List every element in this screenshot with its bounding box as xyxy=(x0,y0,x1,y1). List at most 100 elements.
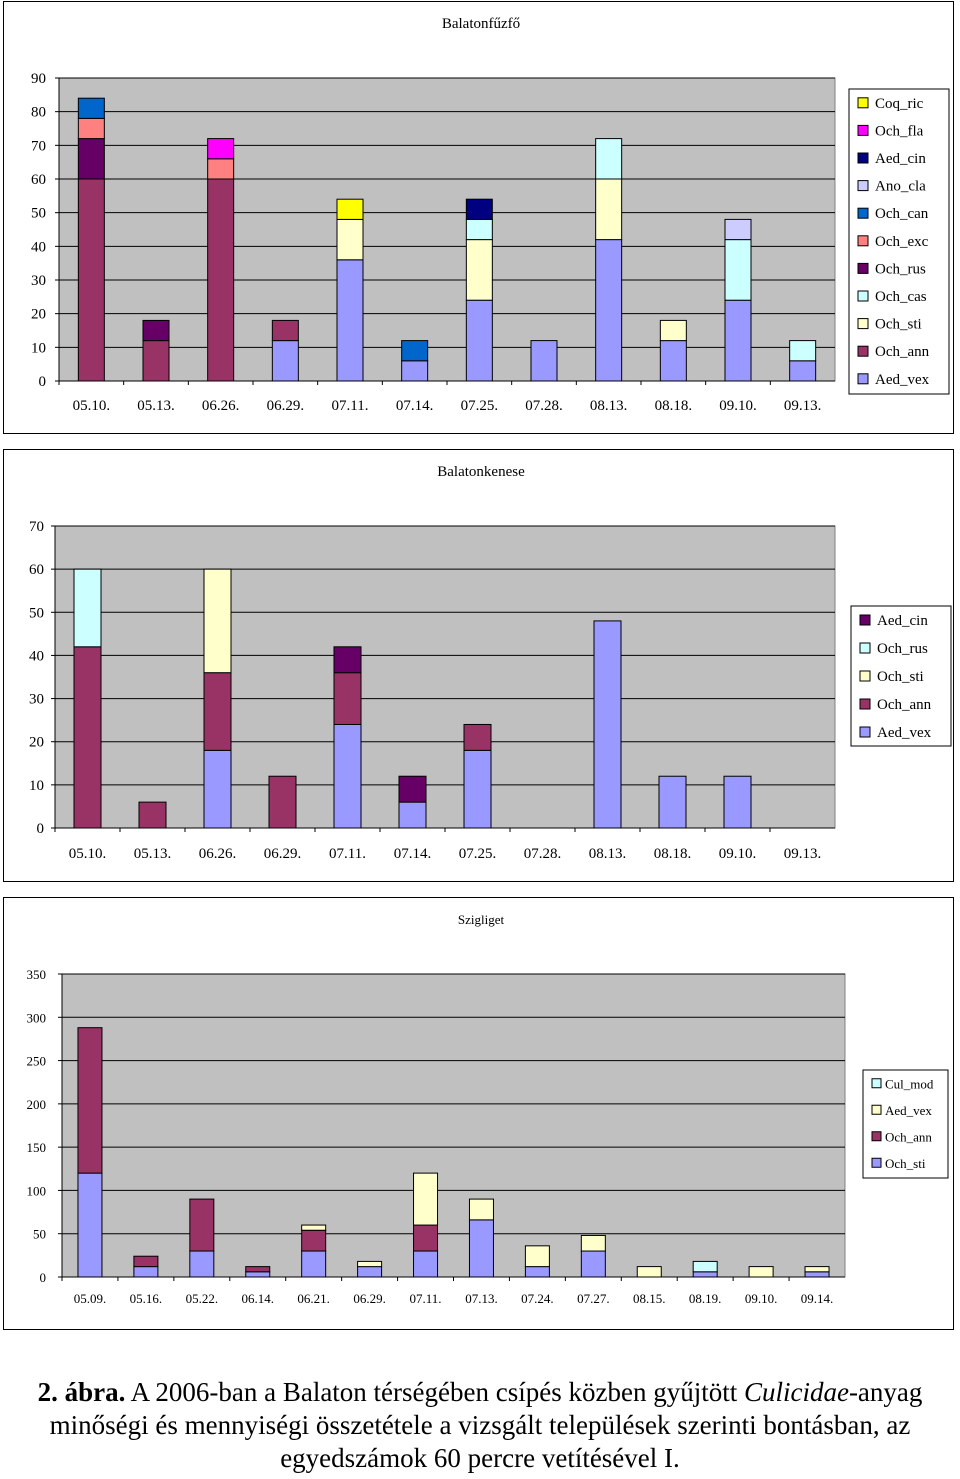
chart-szigliget: Szigliget 0 50 100 150 200 250 300 350 05.09. 05.1… xyxy=(27,912,949,1306)
bar-segment-aed-vex xyxy=(357,1260,383,1268)
x-tick-label: 06.29. xyxy=(264,846,302,862)
bar-segment-och-sti xyxy=(659,319,687,342)
x-tick-label: 09.14. xyxy=(801,1291,834,1306)
bar-segment-aed-vex xyxy=(593,620,622,829)
bar-segment-aed-cin xyxy=(333,646,362,674)
legend-swatch xyxy=(871,1131,882,1142)
bar-segment-och-can xyxy=(401,340,429,362)
bar-segment-och-ann xyxy=(73,646,102,829)
legend-label: Och_rus xyxy=(875,261,926,277)
legend-label: Och_cas xyxy=(875,289,927,305)
legend-swatch xyxy=(857,345,869,357)
x-tick-label: 07.25. xyxy=(461,398,499,414)
legend-label: Och_exc xyxy=(875,234,929,250)
legend-label: Och_sti xyxy=(877,669,924,685)
bar-segment-och-exc xyxy=(77,117,105,140)
bar-segment-ano-cla xyxy=(724,218,752,241)
x-tick-label: 07.11. xyxy=(329,846,366,862)
x-tick-label: 07.11. xyxy=(410,1291,442,1306)
legend-swatch xyxy=(857,290,869,302)
y-tick-label: 0 xyxy=(39,374,47,390)
bar-segment-och-ann xyxy=(189,1198,215,1252)
bar-segment-och-rus xyxy=(142,319,170,342)
bar-segment-och-sti xyxy=(413,1250,439,1278)
legend-swatch xyxy=(871,1078,882,1089)
bar-segment-och-ann xyxy=(77,178,105,382)
chart-panel-szigliget: Szigliget 0 50 100 150 200 250 300 350 05.09. 05.1… xyxy=(3,897,954,1330)
legend-swatch xyxy=(859,698,871,710)
bar-segment-och-rus xyxy=(73,568,102,648)
x-tick-label: 09.13. xyxy=(784,846,822,862)
legend-label: Och_sti xyxy=(885,1156,926,1171)
legend-swatch xyxy=(871,1104,882,1115)
x-tick-label: 08.15. xyxy=(633,1291,666,1306)
bar-segment-och-sti xyxy=(189,1250,215,1278)
chart-balatonfuzfo: Balatonfűzfő 0 10 20 30 40 50 60 70 80 90 05.10. 05.… xyxy=(31,16,950,414)
x-tick-label: 08.13. xyxy=(589,846,627,862)
y-tick-label: 20 xyxy=(31,307,46,323)
legend-label: Och_rus xyxy=(877,641,928,657)
legend-label: Och_can xyxy=(875,206,929,222)
y-tick-label: 300 xyxy=(27,1010,47,1025)
x-tick-label: 06.29. xyxy=(353,1291,386,1306)
legend-label: Aed_vex xyxy=(877,725,932,741)
bar-segment-aed-vex xyxy=(413,1172,439,1226)
legend-label: Och_ann xyxy=(885,1129,932,1144)
chart-title: Szigliget xyxy=(458,912,505,927)
bar-segment-aed-vex xyxy=(748,1266,774,1278)
bar-segment-och-sti xyxy=(692,1271,718,1278)
x-tick-label: 07.27. xyxy=(577,1291,610,1306)
plot-area xyxy=(58,77,836,382)
bar-segment-och-sti xyxy=(301,1250,327,1278)
bar-segment-aed-vex xyxy=(636,1266,662,1278)
bar-segment-aed-vex xyxy=(659,340,687,382)
legend-swatch xyxy=(857,235,869,247)
y-tick-label: 40 xyxy=(29,648,44,664)
bar-segment-och-exc xyxy=(207,158,235,180)
bar-segment-aed-vex xyxy=(789,360,817,382)
bar-segment-och-ann xyxy=(333,672,362,725)
bar-segment-och-sti xyxy=(580,1250,606,1278)
bar-segment-och-cas xyxy=(595,138,623,180)
bar-segment-aed-vex xyxy=(580,1234,606,1252)
x-tick-label: 07.14. xyxy=(394,846,432,862)
x-tick-label: 05.09. xyxy=(74,1291,107,1306)
bar-segment-aed-cin xyxy=(398,775,427,803)
bar-segment-och-ann xyxy=(271,319,299,342)
bar-segment-och-ann xyxy=(413,1224,439,1252)
bar-segment-aed-vex xyxy=(723,775,752,829)
legend-swatch xyxy=(857,97,869,109)
bar-segment-och-cas xyxy=(789,340,817,362)
x-tick-label: 08.19. xyxy=(689,1291,722,1306)
bar-segment-aed-vex xyxy=(271,340,299,382)
bar-segment-aed-cin xyxy=(465,198,493,220)
legend-label: Ano_cla xyxy=(875,179,926,195)
bar-segment-och-ann xyxy=(133,1255,159,1268)
legend-label: Cul_mod xyxy=(885,1076,934,1091)
bar-segment-cul-mod xyxy=(692,1260,718,1273)
bar-segment-aed-vex xyxy=(468,1198,494,1221)
caption-taxon: Culicidae xyxy=(743,1377,849,1407)
caption-text-after: -anyag minőségi és mennyiségi összetétel… xyxy=(49,1377,923,1473)
y-tick-label: 50 xyxy=(33,1227,46,1242)
x-tick-label: 07.24. xyxy=(521,1291,554,1306)
bar-segment-aed-vex xyxy=(804,1266,830,1273)
bar-segment-och-can xyxy=(77,97,105,119)
legend-swatch xyxy=(859,642,871,654)
legend-label: Aed_cin xyxy=(875,151,926,167)
x-tick-label: 06.26. xyxy=(199,846,237,862)
x-tick-label: 07.14. xyxy=(396,398,434,414)
bar-segment-och-ann xyxy=(268,775,297,829)
bar-segment-och-ann xyxy=(142,340,170,382)
y-tick-label: 90 xyxy=(31,71,46,87)
bar-segment-och-sti xyxy=(336,218,364,261)
y-tick-label: 100 xyxy=(27,1183,47,1198)
plot-area xyxy=(61,973,846,1278)
legend-label: Och_fla xyxy=(875,123,924,139)
bar-segment-och-ann xyxy=(203,672,232,751)
bar-segment-aed-vex xyxy=(336,259,364,382)
plot-area xyxy=(54,525,836,829)
y-tick-label: 0 xyxy=(37,821,45,837)
y-tick-label: 250 xyxy=(27,1054,47,1069)
caption-text-before: A 2006-ban a Balaton térségében csípés k… xyxy=(125,1377,744,1407)
